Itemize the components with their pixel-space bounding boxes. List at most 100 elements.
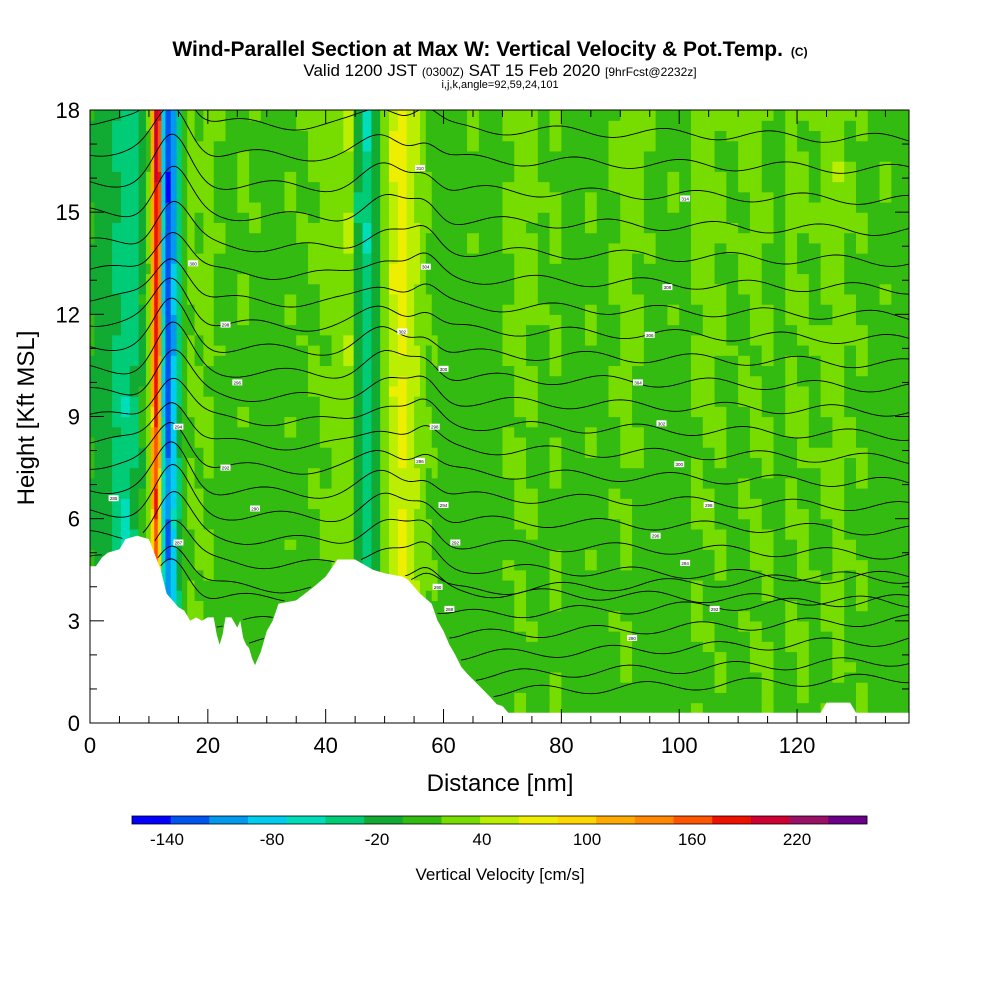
velocity-cell [331,314,344,326]
velocity-cell [145,375,152,387]
velocity-cell [467,130,480,142]
velocity-cell [170,130,178,142]
velocity-cell [431,232,439,244]
velocity-cell [272,396,286,407]
velocity-cell [643,283,657,295]
velocity-cell [94,528,104,540]
velocity-cell [903,467,909,479]
velocity-cell [738,191,751,203]
velocity-cell [431,457,439,469]
velocity-cell [343,222,355,234]
velocity-cell [714,222,727,234]
velocity-cell [726,416,739,428]
velocity-cell [655,436,669,448]
velocity-cell [478,191,492,203]
velocity-cell [181,590,188,601]
velocity-cell [773,447,786,458]
velocity-cell [702,242,716,254]
velocity-cell [194,406,205,418]
velocity-cell [406,263,415,275]
velocity-cell [425,334,433,346]
velocity-cell [903,508,909,520]
velocity-cell [891,283,904,295]
velocity-cell [797,457,810,469]
velocity-cell [738,539,751,550]
velocity-cell [785,528,798,540]
velocity-cell [380,161,390,172]
velocity-cell [272,375,286,387]
velocity-cell [203,416,215,428]
velocity-cell [437,375,446,387]
velocity-cell [343,120,355,132]
velocity-cell [679,253,692,264]
velocity-cell [389,406,399,418]
velocity-cell [308,559,321,571]
velocity-cell [176,467,183,479]
velocity-cell [478,314,492,326]
velocity-cell [112,528,122,540]
velocity-cell [855,467,869,479]
velocity-cell [502,191,515,203]
velocity-cell [620,263,633,275]
velocity-cell [749,610,763,622]
velocity-cell [537,314,551,326]
velocity-cell [820,447,833,458]
velocity-cell [138,406,147,418]
velocity-cell [138,130,147,142]
velocity-cell [537,385,551,397]
velocity-cell [319,222,333,234]
velocity-cell [445,293,456,305]
velocity-cell [94,242,104,254]
velocity-cell [490,242,504,254]
velocity-cell [308,222,321,234]
velocity-cell [738,171,751,183]
velocity-cell [203,590,215,601]
velocity-cell [738,508,751,520]
velocity-cell [176,120,183,132]
velocity-cell [714,283,727,295]
velocity-cell [714,590,727,601]
velocity-cell [738,263,751,275]
velocity-cell [879,263,892,275]
velocity-cell [437,590,446,601]
velocity-cell [194,600,205,612]
velocity-cell [157,385,162,397]
velocity-cell [120,467,131,479]
velocity-cell [308,253,321,264]
velocity-cell [667,344,680,356]
velocity-cell [353,436,364,448]
velocity-cell [632,120,645,132]
velocity-cell [608,426,621,438]
velocity-cell [161,120,167,132]
velocity-cell [537,344,551,356]
velocity-cell [437,253,446,264]
velocity-cell [891,140,904,152]
velocity-cell [284,447,297,458]
velocity-cell [455,304,468,315]
velocity-cell [94,110,104,121]
velocity-cell [478,293,492,305]
velocity-cell [891,447,904,458]
velocity-cell [808,447,822,458]
velocity-cell [690,528,704,540]
velocity-cell [808,140,822,152]
velocity-cell [154,293,159,305]
velocity-cell [655,579,669,591]
velocity-cell [308,477,321,489]
velocity-cell [187,477,196,489]
velocity-cell [549,671,562,683]
velocity-cell [620,590,633,601]
velocity-cell [425,477,433,489]
velocity-cell [138,385,147,397]
velocity-cell [490,120,504,132]
velocity-cell [353,477,364,489]
velocity-cell [103,304,113,315]
velocity-cell [526,191,539,203]
velocity-cell [103,171,113,183]
velocity-cell [425,293,433,305]
velocity-cell [690,324,704,336]
velocity-cell [237,344,250,356]
velocity-cell [832,171,845,183]
velocity-cell [103,212,113,223]
velocity-cell [690,661,704,673]
